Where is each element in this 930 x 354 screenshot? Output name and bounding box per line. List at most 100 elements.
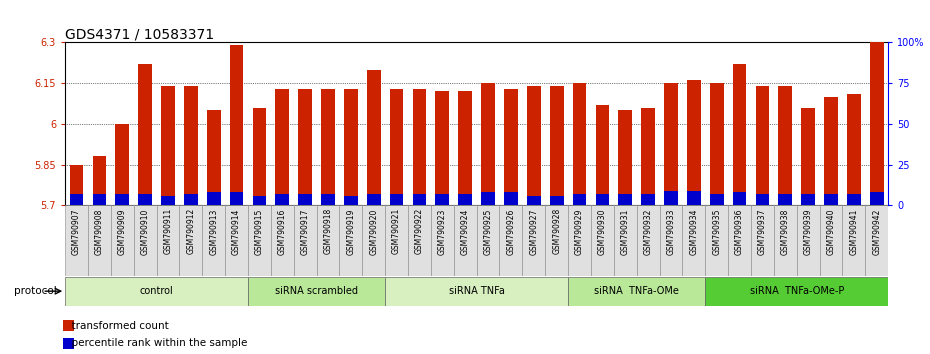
Bar xyxy=(847,194,861,205)
FancyBboxPatch shape xyxy=(225,205,248,276)
FancyBboxPatch shape xyxy=(363,205,385,276)
Bar xyxy=(253,195,266,205)
Bar xyxy=(824,194,838,205)
FancyBboxPatch shape xyxy=(774,205,797,276)
Bar xyxy=(710,194,724,205)
Text: GSM790936: GSM790936 xyxy=(735,208,744,255)
FancyBboxPatch shape xyxy=(683,205,705,276)
FancyBboxPatch shape xyxy=(637,205,659,276)
Bar xyxy=(435,91,449,205)
Bar xyxy=(641,194,655,205)
FancyBboxPatch shape xyxy=(65,277,248,306)
FancyBboxPatch shape xyxy=(111,205,134,276)
Bar xyxy=(344,195,358,205)
FancyBboxPatch shape xyxy=(179,205,203,276)
Bar xyxy=(595,105,609,205)
Bar xyxy=(206,192,220,205)
Text: GSM790918: GSM790918 xyxy=(324,208,333,255)
Bar xyxy=(618,110,632,205)
Bar xyxy=(710,83,724,205)
Bar xyxy=(618,194,632,205)
Bar xyxy=(161,195,175,205)
Bar xyxy=(778,86,792,205)
Text: GSM790910: GSM790910 xyxy=(140,208,150,255)
Bar xyxy=(115,194,129,205)
FancyBboxPatch shape xyxy=(591,205,614,276)
Text: GSM790934: GSM790934 xyxy=(689,208,698,255)
Bar xyxy=(390,194,404,205)
Bar xyxy=(847,94,861,205)
FancyBboxPatch shape xyxy=(476,205,499,276)
Text: siRNA scrambled: siRNA scrambled xyxy=(275,286,358,296)
FancyBboxPatch shape xyxy=(431,205,454,276)
Text: GSM790926: GSM790926 xyxy=(507,208,515,255)
FancyBboxPatch shape xyxy=(248,277,385,306)
FancyBboxPatch shape xyxy=(385,277,568,306)
Bar xyxy=(458,91,472,205)
Bar xyxy=(92,194,106,205)
Bar xyxy=(230,192,244,205)
Text: siRNA  TNFa-OMe-P: siRNA TNFa-OMe-P xyxy=(750,286,844,296)
Text: GSM790913: GSM790913 xyxy=(209,208,219,255)
FancyBboxPatch shape xyxy=(659,205,683,276)
Bar xyxy=(299,88,312,205)
Text: GSM790940: GSM790940 xyxy=(827,208,835,255)
FancyBboxPatch shape xyxy=(865,205,888,276)
Bar xyxy=(366,194,380,205)
Bar xyxy=(824,97,838,205)
FancyBboxPatch shape xyxy=(339,205,363,276)
FancyBboxPatch shape xyxy=(843,205,865,276)
Bar xyxy=(870,192,884,205)
Text: GSM790941: GSM790941 xyxy=(849,208,858,255)
Text: GSM790935: GSM790935 xyxy=(712,208,721,255)
FancyBboxPatch shape xyxy=(203,205,225,276)
Text: GSM790915: GSM790915 xyxy=(255,208,264,255)
Bar xyxy=(275,194,289,205)
Text: siRNA  TNFa-OMe: siRNA TNFa-OMe xyxy=(594,286,679,296)
Bar xyxy=(299,194,312,205)
Bar xyxy=(481,83,495,205)
Text: GSM790931: GSM790931 xyxy=(620,208,630,255)
Text: GSM790924: GSM790924 xyxy=(460,208,470,255)
Bar xyxy=(687,80,700,205)
FancyBboxPatch shape xyxy=(797,205,819,276)
Text: GSM790942: GSM790942 xyxy=(872,208,882,255)
Bar xyxy=(366,70,380,205)
Text: GSM790928: GSM790928 xyxy=(552,208,561,255)
FancyBboxPatch shape xyxy=(705,277,888,306)
Bar xyxy=(573,194,586,205)
Text: GSM790937: GSM790937 xyxy=(758,208,767,255)
Text: GSM790923: GSM790923 xyxy=(438,208,446,255)
Text: GSM790914: GSM790914 xyxy=(232,208,241,255)
Bar xyxy=(802,194,815,205)
FancyBboxPatch shape xyxy=(568,205,591,276)
Bar xyxy=(458,194,472,205)
Bar xyxy=(550,86,564,205)
Text: GDS4371 / 10583371: GDS4371 / 10583371 xyxy=(65,27,214,41)
Bar xyxy=(755,86,769,205)
FancyBboxPatch shape xyxy=(271,205,294,276)
FancyBboxPatch shape xyxy=(499,205,523,276)
Bar xyxy=(70,165,84,205)
Text: GSM790920: GSM790920 xyxy=(369,208,379,255)
Bar xyxy=(139,64,152,205)
FancyBboxPatch shape xyxy=(88,205,111,276)
Bar xyxy=(481,192,495,205)
Bar xyxy=(527,195,540,205)
Bar xyxy=(344,88,358,205)
Text: GSM790922: GSM790922 xyxy=(415,208,424,255)
Bar xyxy=(573,83,586,205)
Text: GSM790921: GSM790921 xyxy=(392,208,401,255)
Text: GSM790939: GSM790939 xyxy=(804,208,813,255)
Bar xyxy=(664,83,678,205)
FancyBboxPatch shape xyxy=(408,205,431,276)
Bar xyxy=(413,88,426,205)
Bar xyxy=(230,45,244,205)
FancyBboxPatch shape xyxy=(545,205,568,276)
Bar xyxy=(504,88,518,205)
Bar xyxy=(641,108,655,205)
Bar xyxy=(321,88,335,205)
FancyBboxPatch shape xyxy=(248,205,271,276)
Text: GSM790917: GSM790917 xyxy=(300,208,310,255)
Bar xyxy=(184,86,198,205)
